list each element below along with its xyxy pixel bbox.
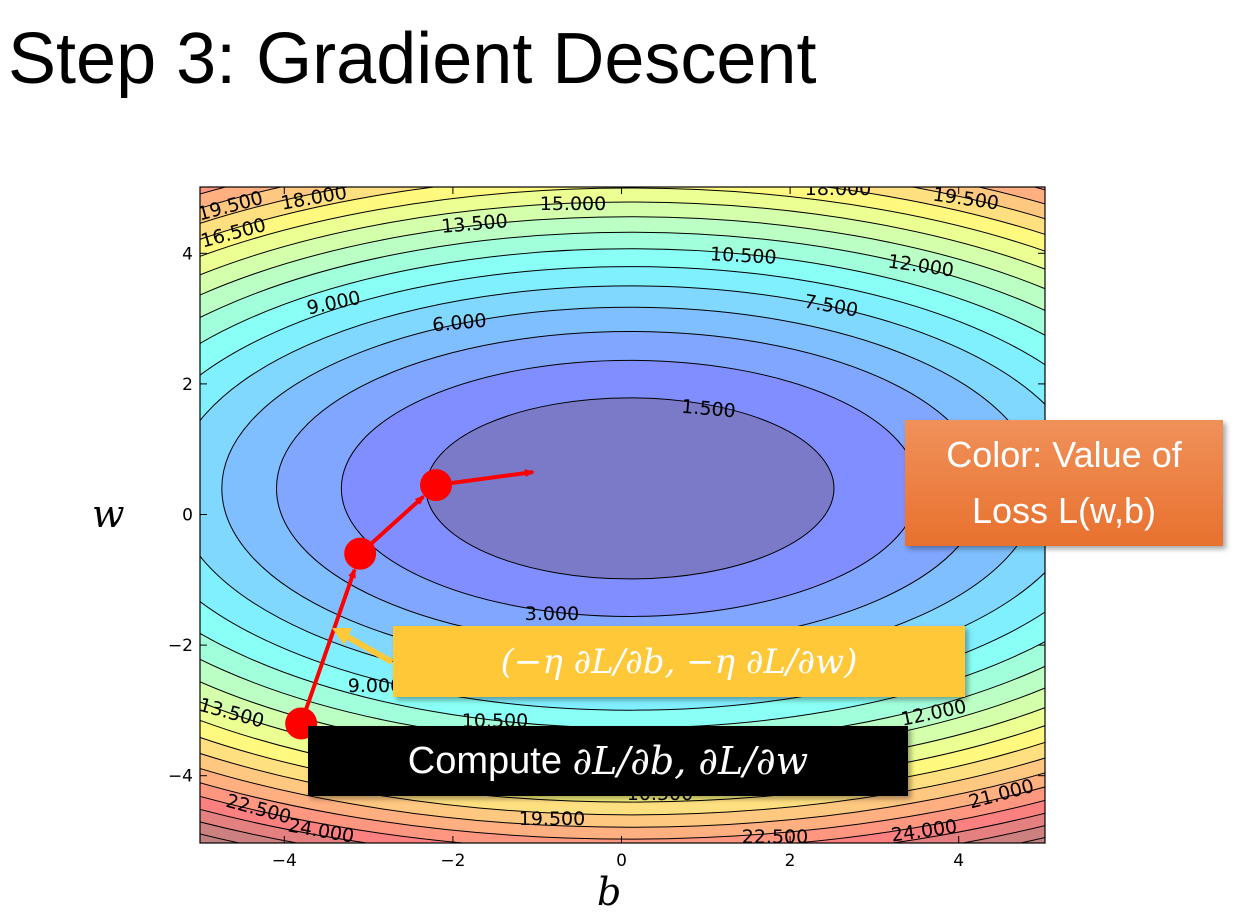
contour-label: 15.000 [540,193,606,215]
loss-note-line1: Color: Value of [946,434,1182,475]
contour-label: 10.500 [710,243,778,268]
compute-gradient-note: Compute ∂L/∂b, ∂L/∂w [308,726,908,796]
loss-note-line2: Loss L(w,b) [971,490,1157,531]
y-tick-label: 4 [182,244,193,264]
contour-line [200,187,1045,840]
y-tick-label: 0 [182,506,193,526]
y-axis-label: w [92,492,125,536]
loss-color-note: Color: Value of Loss L(w,b) [905,420,1223,546]
descent-step-arrow [299,567,357,725]
descent-step-arrow [435,469,535,488]
compute-label: Compute [407,739,573,782]
x-tick-label: −2 [440,851,465,871]
axis-ticks: −4 −2 0 2 4 4 2 0 −2 −4 [168,187,1045,871]
x-tick-label: −4 [272,851,297,871]
contour-line [200,187,1045,828]
y-tick-label: −4 [168,767,193,787]
contour-line [200,187,1045,803]
parameter-point [344,537,377,570]
contour-band [425,397,834,579]
x-axis-label: b [597,870,621,914]
contour-label: 1.500 [680,396,736,423]
x-tick-label: 0 [616,851,627,871]
y-tick-label: −2 [168,636,193,656]
contour-label: 19.500 [519,808,585,830]
slide-title: Step 3: Gradient Descent [8,19,817,99]
contour-line [200,266,1045,711]
x-tick-label: 4 [953,851,964,871]
contour-label: 18.000 [805,178,871,200]
gradient-math: ∂L/∂b, ∂L/∂w [572,739,809,783]
y-tick-label: 2 [182,375,193,395]
contour-label: 9.000 [348,675,402,697]
contour-label: 3.000 [525,603,579,625]
contour-label: 22.500 [742,826,808,848]
parameter-point [420,469,453,502]
update-step-note: (−η ∂L/∂b, −η ∂L/∂w) [393,626,965,697]
contour-line [200,187,1045,816]
x-tick-label: 2 [785,851,796,871]
step-arrow-head [332,628,352,645]
contour-label: 6.000 [431,310,487,337]
step-arrow [332,628,394,665]
